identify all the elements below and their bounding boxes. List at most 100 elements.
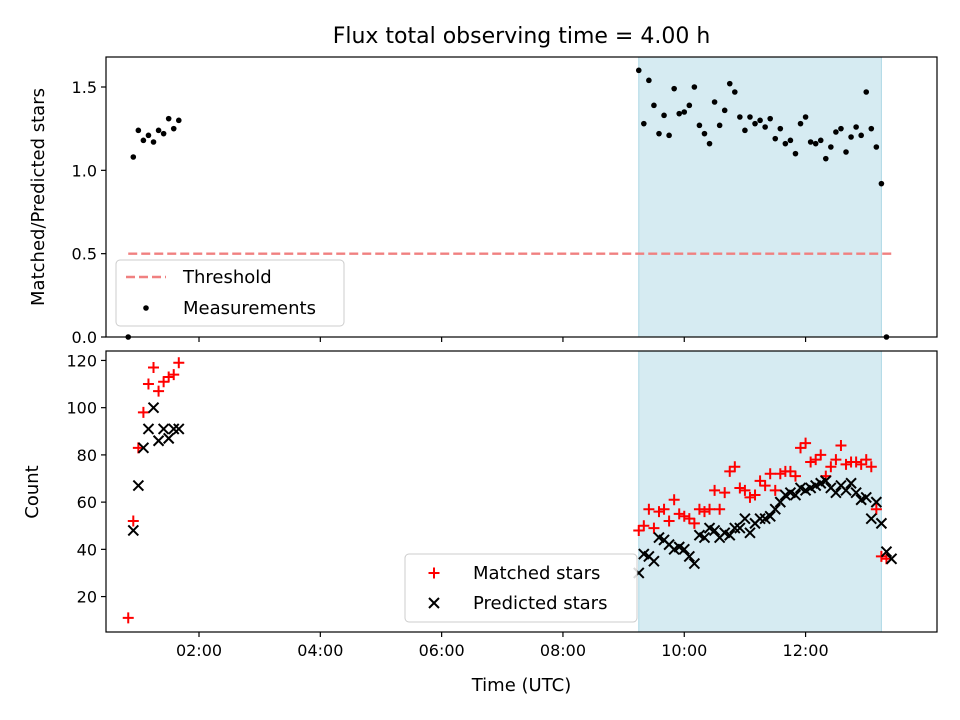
- data-point: [855, 458, 867, 470]
- data-point: [153, 385, 165, 397]
- data-point: [752, 120, 758, 127]
- x-tick-label: 08:00: [540, 641, 586, 660]
- data-point: [168, 369, 180, 381]
- data-point: [641, 120, 647, 127]
- data-point: [830, 486, 842, 499]
- data-point: [797, 120, 804, 127]
- data-point: [863, 89, 870, 95]
- data-point: [807, 139, 814, 145]
- data-point: [668, 494, 680, 506]
- top-y-tick-label: 0.5: [72, 245, 97, 264]
- data-point: [704, 503, 716, 515]
- data-point: [840, 458, 852, 470]
- data-point: [812, 140, 819, 147]
- top-y-tick-label: 1.0: [72, 161, 97, 180]
- top-observing-window-span: [638, 56, 882, 338]
- data-point: [802, 114, 809, 120]
- legend-measurements-swatch: [143, 305, 149, 311]
- data-point: [810, 454, 822, 466]
- data-point: [815, 449, 827, 461]
- data-point: [865, 512, 877, 525]
- bottom-y-tick-label: 100: [66, 399, 97, 418]
- data-point: [714, 503, 726, 515]
- data-point: [850, 456, 862, 468]
- data-point: [158, 376, 170, 388]
- data-point: [676, 110, 683, 117]
- top-axes-frame: [105, 56, 938, 338]
- bottom-y-tick-label: 40: [77, 540, 97, 559]
- data-point: [688, 557, 701, 570]
- data-point: [764, 510, 776, 523]
- data-point: [805, 456, 817, 468]
- data-point: [830, 454, 842, 466]
- data-point: [774, 468, 786, 480]
- data-point: [817, 137, 824, 144]
- data-point: [709, 484, 721, 496]
- data-point: [729, 461, 741, 473]
- data-point: [754, 475, 766, 487]
- data-point: [638, 520, 650, 532]
- data-point: [739, 512, 751, 525]
- data-point: [673, 508, 685, 520]
- data-point: [137, 442, 150, 454]
- data-point: [774, 496, 787, 508]
- data-point: [764, 468, 776, 480]
- bottom-y-tick-label: 60: [77, 493, 97, 512]
- bottom-y-tick-label: 120: [66, 351, 97, 370]
- data-point: [152, 435, 165, 447]
- data-point: [726, 80, 733, 87]
- data-point: [688, 517, 700, 529]
- data-point: [724, 529, 736, 541]
- data-point: [734, 482, 746, 494]
- data-point: [648, 555, 660, 567]
- bottom-observing-window-span: [638, 350, 882, 633]
- data-point: [693, 503, 705, 515]
- data-point: [708, 524, 721, 537]
- count-panel: 20 40 60 80 100 120 02:00 04:00 06:00 08:00 10:00 1…: [66, 350, 938, 660]
- bottom-series-predicted-stars: [127, 401, 898, 579]
- data-point: [762, 124, 768, 130]
- data-point: [170, 125, 177, 132]
- data-point: [150, 139, 157, 145]
- data-point: [782, 140, 789, 147]
- legend-threshold-label: Threshold: [182, 267, 272, 288]
- data-point: [789, 470, 801, 482]
- data-point: [865, 461, 877, 473]
- data-point: [157, 423, 170, 435]
- data-point: [719, 487, 731, 499]
- data-point: [678, 510, 690, 522]
- data-point: [701, 130, 708, 137]
- x-axis-label: Time (UTC): [471, 675, 572, 696]
- bottom-series-matched-stars: [122, 357, 892, 624]
- data-point: [162, 432, 175, 445]
- data-point: [792, 150, 799, 157]
- data-point: [878, 180, 885, 187]
- data-point: [789, 489, 802, 501]
- x-tick-label: 06:00: [419, 641, 465, 660]
- data-point: [825, 461, 837, 473]
- data-point: [880, 546, 893, 558]
- data-point: [757, 117, 763, 124]
- data-point: [724, 465, 736, 477]
- data-point: [732, 89, 738, 95]
- data-point: [686, 102, 693, 109]
- data-point: [734, 522, 746, 534]
- data-point: [833, 129, 839, 135]
- data-point: [127, 515, 139, 527]
- data-point: [155, 127, 162, 134]
- data-point: [656, 130, 662, 137]
- data-point: [145, 132, 152, 139]
- data-point: [681, 109, 688, 115]
- data-point: [711, 99, 718, 105]
- bottom-y-tick-label: 20: [77, 588, 97, 607]
- data-point: [175, 117, 182, 124]
- data-point: [729, 522, 741, 534]
- data-point: [838, 125, 844, 132]
- data-point: [767, 115, 773, 122]
- data-point: [759, 480, 771, 492]
- data-point: [870, 496, 883, 508]
- data-point: [848, 134, 854, 140]
- data-point: [658, 503, 670, 515]
- data-point: [160, 130, 167, 137]
